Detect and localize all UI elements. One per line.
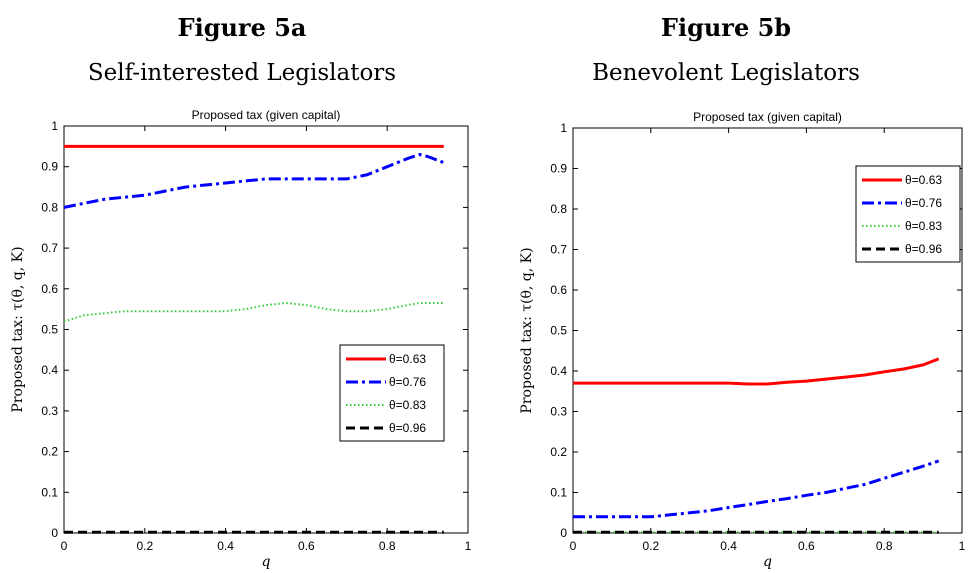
figure-5b-heading: Figure 5b Benevolent Legislators	[484, 0, 968, 90]
figure-subtitle: Benevolent Legislators	[592, 60, 860, 86]
y-tick-label: 0.2	[550, 445, 567, 459]
chart-title: Proposed tax (given capital)	[192, 108, 341, 122]
figure-5a-heading: Figure 5a Self-interested Legislators	[0, 0, 484, 90]
chart-title: Proposed tax (given capital)	[693, 110, 842, 124]
legend-label: θ=0.96	[905, 242, 942, 256]
legend: θ=0.63 θ=0.76 θ=0.83 θ=0.96	[855, 165, 961, 263]
x-tick-label: 0	[570, 539, 577, 553]
legend-label: θ=0.63	[389, 352, 426, 366]
legend-label: θ=0.96	[389, 421, 426, 435]
y-tick-label: 0.5	[550, 324, 567, 338]
series-line-0.76	[63, 153, 445, 209]
series-line-0.76	[573, 459, 940, 519]
x-tick-label: 0.4	[217, 539, 234, 553]
x-tick-label: 0.2	[136, 539, 153, 553]
y-tick-label: 1	[51, 119, 58, 133]
legend-label: θ=0.63	[905, 173, 942, 187]
y-tick-label: 0.5	[41, 323, 58, 337]
y-tick-label: 0	[51, 526, 58, 540]
legend-label: θ=0.76	[905, 196, 942, 210]
legend-box	[339, 344, 445, 442]
y-axis-label: Proposed tax: τ(θ, q, K)	[519, 247, 535, 413]
y-tick-label: 0.1	[41, 485, 58, 499]
y-axis-label: Proposed tax: τ(θ, q, K)	[10, 246, 26, 412]
chart-5b: Proposed tax (given capital) 0 0.1 0.2 0.3 0.…	[519, 110, 966, 570]
y-tick-label: 0.4	[550, 364, 567, 378]
x-tick-label: 0.6	[798, 539, 815, 553]
x-tick-label: 1	[959, 539, 966, 553]
y-tick-label: 0.6	[550, 283, 567, 297]
y-tick-label: 0.1	[550, 486, 567, 500]
x-tick-label: 0.6	[298, 539, 315, 553]
legend-label: θ=0.76	[389, 375, 426, 389]
y-tick-label: 0.7	[550, 243, 567, 257]
figure-subtitle: Self-interested Legislators	[87, 60, 397, 86]
series-line-0.63	[573, 357, 940, 386]
figure-title: Figure 5b	[660, 13, 792, 42]
y-tick-label: 0.6	[41, 282, 58, 296]
y-tick-label: 0	[560, 526, 567, 540]
y-tick-label: 0.2	[41, 445, 58, 459]
legend-box	[855, 165, 961, 263]
legend-label: θ=0.83	[905, 219, 942, 233]
x-tick-label: 0.2	[642, 539, 659, 553]
y-tick-label: 0.3	[41, 404, 58, 418]
figure-title: Figure 5a	[177, 13, 307, 42]
x-axis-label: q	[763, 554, 772, 570]
y-tick-label: 0.9	[550, 162, 567, 176]
y-tick-label: 0.4	[41, 363, 58, 377]
x-tick-label: 1	[465, 539, 472, 553]
x-tick-label: 0.8	[876, 539, 893, 553]
legend: θ=0.63 θ=0.76 θ=0.83 θ=0.96	[339, 344, 445, 442]
y-tick-label: 0.9	[41, 160, 58, 174]
y-tick-label: 0.8	[41, 200, 58, 214]
y-tick-label: 1	[560, 121, 567, 135]
x-axis-label: q	[262, 554, 271, 570]
x-tick-label: 0.4	[720, 539, 737, 553]
chart-5a: Proposed tax (given capital) 0 0.1 0.2 0.3 0.…	[10, 108, 472, 570]
series-line-0.83	[63, 302, 444, 323]
x-tick-label: 0	[61, 539, 68, 553]
legend-label: θ=0.83	[389, 398, 426, 412]
x-tick-label: 0.8	[379, 539, 396, 553]
y-tick-label: 0.8	[550, 202, 567, 216]
y-tick-label: 0.3	[550, 405, 567, 419]
plot-area	[63, 125, 469, 534]
y-tick-label: 0.7	[41, 241, 58, 255]
